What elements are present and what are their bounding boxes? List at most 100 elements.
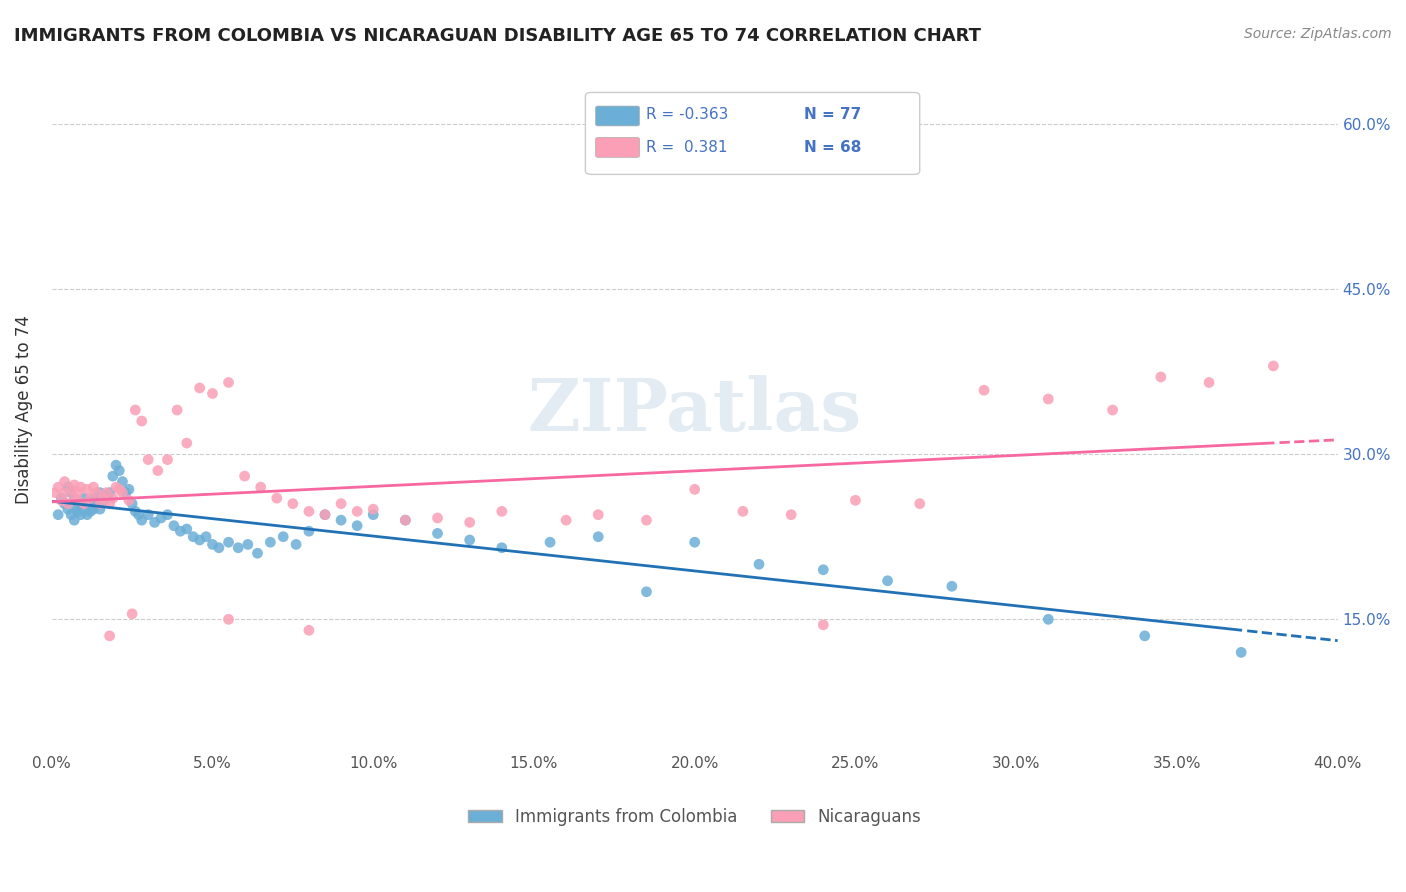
Point (218, 376, 240, 390)
Point (83, 491, 105, 505)
Point (146, 464, 169, 478)
Point (683, 535, 706, 549)
Point (89, 502, 111, 516)
Point (298, 524, 321, 539)
Point (876, 574, 898, 588)
FancyBboxPatch shape (596, 137, 640, 157)
Point (314, 508, 336, 522)
Point (73, 491, 96, 505)
Point (346, 504, 368, 518)
Point (86, 497, 108, 511)
Point (908, 497, 931, 511)
Point (1150, 370, 1173, 384)
Point (101, 469, 124, 483)
Point (105, 458, 128, 472)
Point (91, 493, 114, 508)
Point (76, 497, 98, 511)
Point (731, 504, 754, 518)
Point (636, 584, 658, 599)
Point (188, 533, 211, 547)
Point (195, 530, 218, 544)
Point (96, 491, 118, 505)
Point (394, 513, 416, 527)
Point (79, 504, 101, 518)
Point (66, 500, 89, 514)
Point (1038, 612, 1060, 626)
Text: IMMIGRANTS FROM COLOMBIA VS NICARAGUAN DISABILITY AGE 65 TO 74 CORRELATION CHART: IMMIGRANTS FROM COLOMBIA VS NICARAGUAN D… (14, 27, 981, 45)
Point (156, 452, 179, 467)
Point (555, 513, 578, 527)
Point (346, 518, 368, 533)
Point (63, 491, 86, 505)
Point (586, 508, 609, 522)
Point (394, 513, 416, 527)
Point (426, 511, 449, 525)
Point (259, 535, 281, 549)
Point (271, 530, 294, 544)
Text: Source: ZipAtlas.com: Source: ZipAtlas.com (1244, 27, 1392, 41)
Point (91, 491, 114, 505)
Point (79, 497, 101, 511)
Point (236, 537, 259, 551)
FancyBboxPatch shape (596, 106, 640, 126)
Point (63, 478, 86, 492)
Point (169, 524, 191, 539)
Point (361, 508, 384, 522)
Point (285, 537, 308, 551)
Point (1038, 392, 1060, 406)
Point (361, 502, 384, 516)
Point (426, 526, 449, 541)
Point (101, 491, 124, 505)
Point (1230, 645, 1253, 659)
Point (121, 497, 143, 511)
Point (298, 504, 321, 518)
Point (249, 480, 271, 494)
Point (181, 530, 204, 544)
Point (166, 403, 188, 417)
Text: R = -0.363: R = -0.363 (645, 107, 728, 122)
Point (201, 537, 224, 551)
Point (156, 508, 179, 522)
Text: R =  0.381: R = 0.381 (645, 139, 727, 154)
Text: N = 68: N = 68 (804, 139, 862, 154)
Point (86, 485, 108, 500)
Point (124, 403, 146, 417)
Point (844, 493, 866, 508)
Point (73, 497, 96, 511)
Point (176, 436, 198, 450)
FancyBboxPatch shape (585, 93, 920, 174)
Point (44, 485, 66, 500)
Point (208, 541, 231, 555)
Point (56, 502, 79, 516)
Point (314, 508, 336, 522)
Point (636, 513, 658, 527)
Point (53, 497, 76, 511)
Point (83, 502, 105, 516)
Point (66, 504, 89, 518)
Point (98, 485, 121, 500)
Point (218, 535, 240, 549)
Point (1101, 403, 1123, 417)
Point (89, 485, 111, 500)
Point (136, 452, 159, 467)
Point (60, 508, 83, 522)
Point (586, 530, 609, 544)
Point (98, 629, 121, 643)
Point (298, 624, 321, 638)
Point (266, 491, 288, 505)
Point (79, 491, 101, 505)
Point (136, 508, 159, 522)
Point (218, 612, 240, 626)
Point (163, 518, 186, 533)
Point (69, 497, 91, 511)
Point (226, 541, 249, 555)
Point (46, 480, 69, 494)
Point (89, 497, 111, 511)
Point (1263, 359, 1285, 373)
Point (108, 483, 131, 497)
Point (124, 504, 146, 518)
Point (98, 497, 121, 511)
Point (281, 497, 304, 511)
Point (53, 485, 76, 500)
Point (66, 493, 89, 508)
